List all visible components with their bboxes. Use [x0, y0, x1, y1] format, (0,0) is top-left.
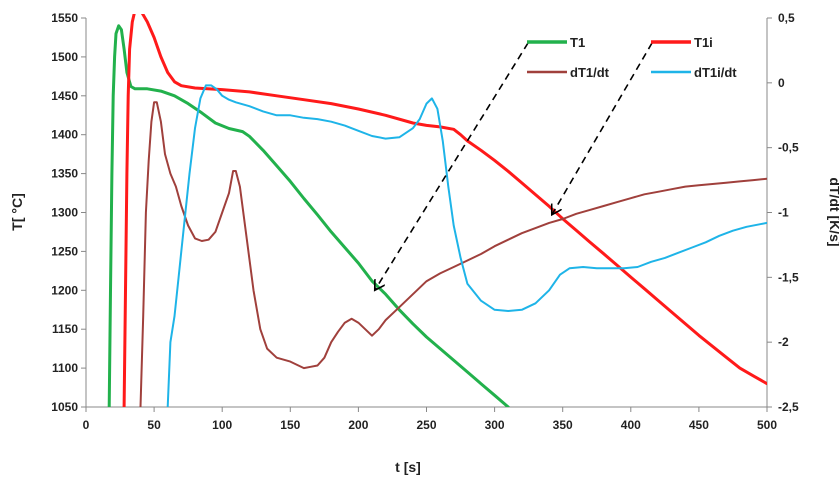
legend-label-t1: T1 [570, 35, 585, 50]
y-right-tick-label: -2,5 [778, 400, 799, 414]
y-right-tick-label: -2 [778, 335, 789, 349]
x-tick-label: 150 [280, 418, 300, 432]
series-line-t1 [107, 24, 510, 407]
y-right-tick-label: 0,5 [778, 11, 795, 25]
series-line-t1i [122, 14, 767, 407]
legend: T1 T1i dT1/dt dT1i/dt [527, 35, 737, 80]
y-right-tick-label: 0 [778, 76, 785, 90]
x-tick-label: 200 [348, 418, 368, 432]
x-tick-label: 0 [83, 418, 90, 432]
legend-label-t1i: T1i [694, 35, 713, 50]
series-layer [107, 14, 767, 407]
y-left-tick-label: 1400 [51, 128, 78, 142]
y-axis-left-title: T[ °C] [9, 193, 25, 230]
annotation-layer [375, 42, 653, 290]
y-left-tick-label: 1300 [51, 206, 78, 220]
y-left-tick-label: 1150 [52, 322, 78, 336]
x-tick-label: 500 [757, 418, 777, 432]
x-tick-label: 350 [553, 418, 573, 432]
y-left-tick-label: 1200 [51, 283, 78, 297]
annotation-arrow-1 [375, 42, 529, 290]
y-left-tick-label: 1550 [51, 11, 78, 25]
x-axis-title: t [s] [395, 459, 421, 475]
x-tick-label: 100 [212, 418, 232, 432]
x-tick-label: 400 [621, 418, 641, 432]
y-axis-right-title: dT/dt [K/s] [827, 177, 839, 246]
axes-layer: 0 50 100 150 200 250 300 350 400 450 500 1050 1100 11… [51, 11, 799, 432]
x-tick-label: 300 [485, 418, 505, 432]
y-left-tick-label: 1350 [51, 167, 78, 181]
legend-label-dt1-dt: dT1/dt [570, 65, 610, 80]
y-left-tick-label: 1450 [51, 89, 78, 103]
x-tick-label: 450 [689, 418, 709, 432]
y-right-tick-label: -1,5 [778, 270, 799, 284]
y-left-tick-label: 1250 [51, 244, 78, 258]
y-right-tick-label: -0,5 [778, 141, 799, 155]
series-line-dt1i-dt [166, 84, 767, 407]
y-left-tick-label: 1500 [51, 50, 78, 64]
y-left-tick-label: 1100 [52, 361, 78, 375]
annotation-arrow-2 [552, 42, 653, 215]
series-line-dt1-dt [139, 101, 767, 407]
y-left-tick-label: 1050 [51, 400, 78, 414]
y-right-tick-label: -1 [778, 206, 789, 220]
legend-label-dt1i-dt: dT1i/dt [694, 65, 737, 80]
x-tick-label: 250 [416, 418, 436, 432]
x-tick-label: 50 [147, 418, 161, 432]
